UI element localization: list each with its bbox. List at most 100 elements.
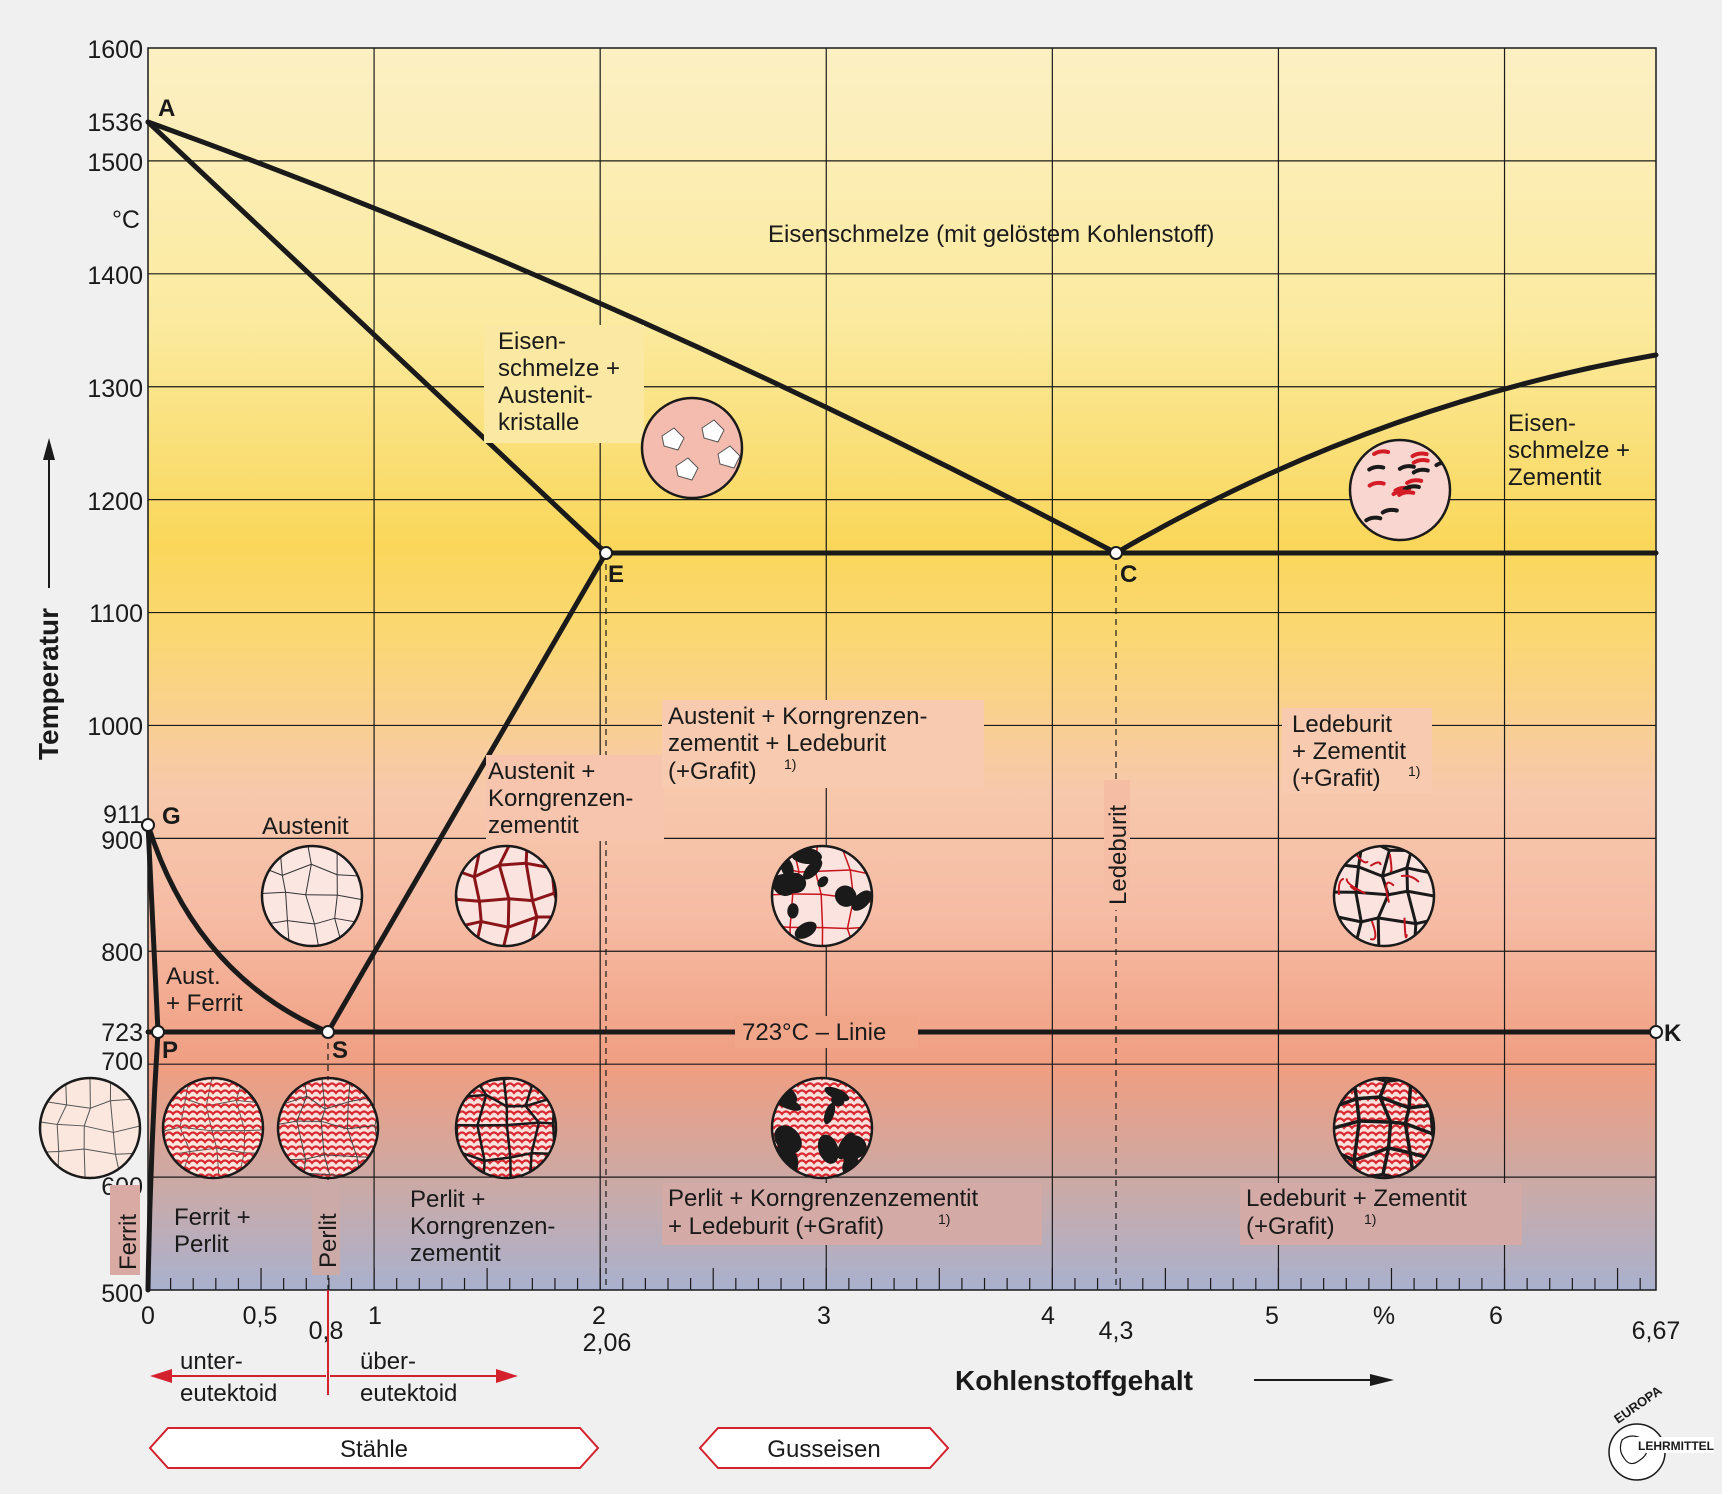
region-line: Perlit + [410, 1186, 485, 1213]
region-line: (+Grafit) [1292, 765, 1381, 792]
x-tick: 4,3 [1099, 1317, 1134, 1345]
point-k-marker [1650, 1026, 1662, 1038]
grain-boundary [479, 901, 481, 921]
region-line: Eisen- [1508, 410, 1576, 437]
gusseisen-label: Gusseisen [767, 1436, 880, 1463]
region-line: Korngrenzen- [488, 785, 633, 812]
classification-line: über- [360, 1348, 416, 1375]
y-tick: 500 [101, 1280, 143, 1308]
unter-eutektoid-label: unter- eutektoid [180, 1348, 277, 1407]
region-austenite: Austenit [262, 813, 349, 840]
grain-boundary [35, 1177, 58, 1187]
grain-boundary [499, 863, 526, 865]
ueber-arrow-head [496, 1369, 518, 1383]
region-line: schmelze + [1508, 437, 1630, 464]
region-line: Austenit + [488, 758, 595, 785]
grain-boundary [508, 899, 509, 927]
region-perlite: Perlit [315, 1213, 342, 1268]
region-ferrite: Ferrit [115, 1214, 142, 1270]
x-tick: 0 [141, 1302, 155, 1330]
region-line: + Ledeburit (+Grafit) [668, 1213, 884, 1240]
line-723-label: 723°C – Linie [742, 1019, 886, 1046]
logo-top-text: EUROPA [1611, 1382, 1665, 1426]
region-line: kristalle [498, 409, 579, 436]
point-s-label: S [332, 1037, 348, 1064]
x-tick: 4 [1041, 1302, 1055, 1330]
y-tick: 1400 [87, 262, 143, 290]
classification-line: unter- [180, 1348, 243, 1375]
x-axis-title: Kohlenstoffgehalt [955, 1365, 1193, 1396]
y-tick: 1500 [87, 149, 143, 177]
y-axis-title: Temperatur [33, 608, 64, 760]
y-tick: 1000 [87, 713, 143, 741]
micro-circle [1350, 440, 1450, 540]
grain-boundary [1391, 1122, 1406, 1123]
point-e-label: E [608, 561, 624, 588]
x-tick: 2 [592, 1302, 606, 1330]
y-tick: 700 [101, 1048, 143, 1076]
region-line: Ledeburit [1292, 711, 1392, 738]
y-tick: 1536 [87, 109, 143, 137]
y-tick: 800 [101, 939, 143, 967]
point-p-label: P [162, 1037, 178, 1064]
x-tick: 2,06 [583, 1329, 632, 1357]
region-line: Perlit + Korngrenzenzementit [668, 1185, 978, 1212]
grain-boundary [509, 899, 533, 901]
y-arrow-head [43, 438, 55, 460]
y-tick: 1300 [87, 375, 143, 403]
y-tick: 1600 [87, 36, 143, 64]
grain-boundary [539, 1123, 553, 1124]
region-line: Aust. [166, 963, 221, 990]
point-g-label: G [162, 803, 181, 830]
grain-boundary [65, 1071, 90, 1076]
region-line: (+Grafit) [668, 758, 757, 785]
region-line: zementit [488, 812, 579, 839]
grain-boundary [1389, 1122, 1391, 1148]
point-g-marker [142, 819, 154, 831]
material-boxes: Stähle Gusseisen [150, 1428, 948, 1468]
y-tick: 911 [103, 801, 143, 829]
grain-boundary [140, 1079, 142, 1098]
grain-boundary [31, 1099, 39, 1122]
region-line: + Zementit [1292, 738, 1406, 765]
x-tick: 0,5 [243, 1302, 278, 1330]
staehle-label: Stähle [340, 1436, 408, 1463]
grain-boundary [823, 928, 848, 929]
region-line: Austenit + Korngrenzen- [668, 703, 928, 730]
x-tick: 5 [1265, 1302, 1279, 1330]
region-line: Perlit [174, 1231, 229, 1258]
grain-boundary [457, 899, 480, 901]
point-e-marker [600, 547, 612, 559]
grain-boundary [1407, 868, 1408, 891]
region-line: + Ferrit [166, 990, 243, 1017]
x-tick: 3 [817, 1302, 831, 1330]
micro-circle [642, 398, 742, 498]
footnote-mark: 1) [1408, 763, 1420, 779]
y-unit: °C [112, 206, 140, 234]
x-tick: 6 [1489, 1302, 1503, 1330]
eutectoid-classification: unter- eutektoid über- eutektoid [150, 1290, 518, 1407]
europa-lehrmittel-logo: EUROPA LEHRMITTEL [1609, 1382, 1714, 1480]
footnote-mark: 1) [784, 756, 796, 772]
grain-boundary [1357, 1097, 1380, 1099]
point-k-label: K [1664, 1020, 1682, 1047]
classification-line: eutektoid [180, 1380, 277, 1407]
y-tick: 900 [101, 827, 143, 855]
region-line: Ferrit + [174, 1204, 251, 1231]
region-line: zementit + Ledeburit [668, 730, 886, 757]
region-line: Austenit- [498, 382, 593, 409]
classification-line: eutektoid [360, 1380, 457, 1407]
x-tick: 0,8 [309, 1317, 344, 1345]
x-tick: 1 [368, 1302, 382, 1330]
grain-boundary [1359, 1121, 1390, 1122]
x-arrow-head [1370, 1374, 1394, 1386]
grain-boundary [142, 1099, 146, 1125]
region-line: Korngrenzen- [410, 1213, 555, 1240]
region-line: Ledeburit + Zementit [1246, 1185, 1467, 1212]
region-ledeburite: Ledeburit [1105, 805, 1132, 905]
y-axis-title-group: Temperatur [33, 438, 64, 760]
grain-boundary [39, 1071, 65, 1082]
region-line: Eisen- [498, 328, 566, 355]
